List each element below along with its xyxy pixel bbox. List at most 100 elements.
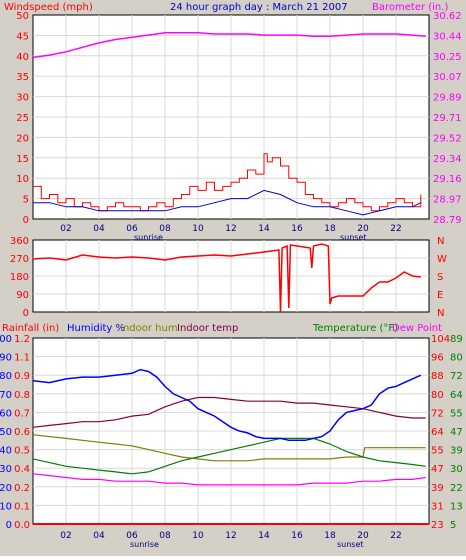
hour-tick-label: 14 [258, 224, 270, 234]
temperature-series-line [32, 437, 426, 475]
hour-tick-label: 12 [225, 224, 236, 234]
hour-tick-label: 08 [159, 224, 171, 234]
hour-tick-label: 18 [324, 224, 336, 234]
rainfall-tick-label: 0.0 [14, 520, 30, 531]
barometer-tick-label: 29.34 [433, 154, 462, 165]
compass-tick-label: N [437, 308, 444, 319]
rainfall-tick-label: 0.5 [14, 446, 30, 457]
direction-tick-label: 180 [10, 272, 29, 283]
rainfall-tick-label: 1.1 [14, 353, 30, 364]
indoor-temp-tick-label: 96 [431, 353, 444, 364]
rainfall-tick-label: 0.8 [14, 390, 30, 401]
wind-average-series-line [33, 189, 422, 216]
compass-tick-label: E [437, 290, 443, 301]
series-layer [32, 32, 429, 525]
compass-tick-label: W [437, 254, 447, 265]
hour-tick-label: 16 [291, 224, 303, 234]
indoor-temp-tick-label: 55 [431, 446, 444, 457]
humidity-tick-label: 90 [0, 353, 12, 364]
humidity-tick-label: 30 [0, 464, 12, 475]
hour-tick-label: 18 [324, 531, 336, 541]
indoor-hum-legend: Indoor hum [120, 323, 178, 334]
sunset-label-top: sunset [340, 233, 367, 242]
temperature-tick-label: 30 [450, 464, 463, 475]
barometer-tick-label: 28.79 [433, 215, 462, 226]
rainfall-axis-label: Rainfall (in) [2, 323, 59, 334]
humidity-tick-label: 20 [0, 483, 12, 494]
hour-tick-label: 10 [192, 531, 204, 541]
windspeed-tick-label: 35 [16, 72, 29, 83]
hour-tick-label: 16 [291, 531, 303, 541]
rainfall-tick-label: 1.2 [14, 334, 30, 345]
indoor-temp-legend: Indoor temp [177, 323, 238, 334]
sunrise-label-top: sunrise [134, 233, 163, 242]
tick-label-layer: 0510152025303540455028.7928.9729.1629.34… [0, 11, 463, 541]
humidity-tick-label: 60 [0, 408, 12, 419]
hour-tick-label: 04 [93, 531, 105, 541]
rainfall-tick-label: 0.7 [14, 408, 30, 419]
temperature-tick-label: 72 [450, 371, 463, 382]
dew-point-legend: Dew Point [392, 323, 442, 334]
temperature-tick-label: 39 [450, 446, 463, 457]
sunrise-label-bottom: sunrise [130, 540, 159, 549]
indoor-temp-tick-label: 39 [431, 483, 444, 494]
indoor-temp-tick-label: 64 [431, 427, 444, 438]
temperature-tick-label: 64 [450, 390, 463, 401]
windspeed-series-line [33, 153, 422, 212]
indoor-temp-tick-label: 88 [431, 371, 444, 382]
windspeed-tick-label: 0 [23, 215, 29, 226]
windspeed-tick-label: 40 [16, 52, 29, 63]
direction-tick-label: 0 [23, 308, 29, 319]
humidity-tick-label: 70 [0, 390, 12, 401]
humidity-tick-label: 10 [0, 501, 12, 512]
indoor-temp-tick-label: 80 [431, 390, 444, 401]
humidity-series-line [32, 368, 422, 442]
sunset-label-bottom: sunset [337, 540, 364, 549]
hour-tick-label: 06 [126, 531, 138, 541]
indoor-temp-tick-label: 104 [431, 334, 450, 345]
barometer-series-line [32, 32, 426, 59]
barometer-tick-label: 30.44 [433, 31, 462, 42]
humidity-tick-label: 100 [0, 334, 12, 345]
rainfall-tick-label: 0.9 [14, 371, 30, 382]
humidity-tick-label: 50 [0, 427, 12, 438]
temperature-tick-label: 80 [450, 353, 463, 364]
barometer-tick-label: 30.62 [433, 11, 462, 22]
barometer-tick-label: 29.71 [433, 113, 462, 124]
barometer-tick-label: 29.89 [433, 93, 462, 104]
wind-direction-series-line [32, 243, 421, 313]
compass-tick-label: S [437, 272, 443, 283]
windspeed-tick-label: 10 [16, 174, 29, 185]
windspeed-tick-label: 5 [23, 195, 29, 206]
rainfall-tick-label: 0.4 [14, 464, 30, 475]
compass-tick-label: N [437, 236, 444, 247]
hour-tick-label: 14 [258, 531, 270, 541]
windspeed-tick-label: 45 [16, 31, 29, 42]
humidity-tick-label: 80 [0, 371, 12, 382]
direction-tick-label: 90 [16, 290, 29, 301]
temperature-tick-label: 89 [450, 334, 463, 345]
windspeed-tick-label: 20 [16, 133, 29, 144]
windspeed-tick-label: 30 [16, 93, 29, 104]
barometer-axis-label: Barometer (in.) [372, 2, 448, 13]
hour-tick-label: 10 [192, 224, 204, 234]
barometer-tick-label: 29.16 [433, 174, 462, 185]
direction-tick-label: 360 [10, 236, 29, 247]
hour-tick-label: 02 [60, 531, 71, 541]
temperature-tick-label: 55 [450, 408, 463, 419]
barometer-tick-label: 30.25 [433, 52, 462, 63]
hour-tick-label: 02 [60, 224, 71, 234]
barometer-tick-label: 29.52 [433, 133, 462, 144]
hour-tick-label: 22 [390, 531, 401, 541]
indoor-temp-tick-label: 31 [431, 501, 444, 512]
windspeed-tick-label: 50 [16, 11, 29, 22]
barometer-tick-label: 30.07 [433, 72, 462, 83]
rainfall-tick-label: 0.6 [14, 427, 30, 438]
humidity-tick-label: 0 [6, 520, 12, 531]
temperature-legend: Temperature (°F) [312, 323, 398, 334]
hour-tick-label: 08 [159, 531, 171, 541]
indoor-temp-tick-label: 23 [431, 520, 444, 531]
temperature-tick-label: 13 [450, 501, 463, 512]
